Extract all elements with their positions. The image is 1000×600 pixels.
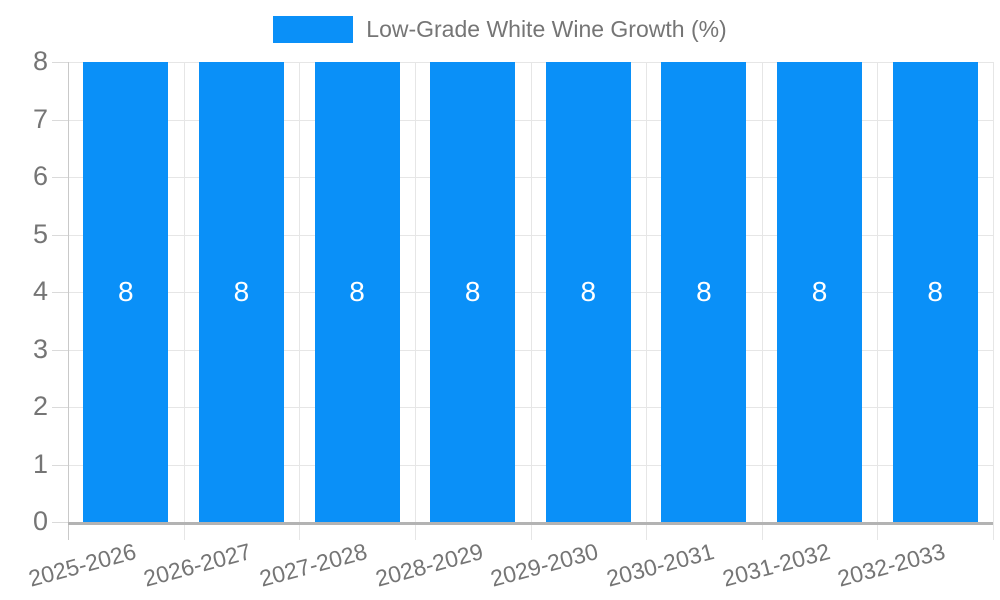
legend-swatch[interactable] [273,16,354,43]
bar-value-label: 8 [349,276,365,307]
x-tick-label: 2028-2029 [372,538,486,592]
x-tick-label: 2031-2032 [719,538,833,592]
y-axis-tick [52,407,68,408]
x-grid-line [530,62,532,540]
bar-value-label: 8 [811,276,828,307]
x-grid-line [993,62,994,540]
y-tick-label: 5 [32,218,48,249]
x-tick-label: 2025-2026 [25,538,139,592]
y-axis-tick [52,292,68,293]
bar-2029-2030[interactable] [545,62,631,522]
y-tick-label: 4 [32,275,48,306]
legend-label[interactable]: Low-Grade White Wine Growth (%) [366,16,727,42]
y-axis-tick [52,234,68,236]
y-tick-label: 6 [32,160,48,191]
bar-value-label: 8 [233,276,250,307]
y-axis-tick [52,349,68,351]
y-axis-tick [52,522,68,523]
bar-value-label: 8 [118,276,134,307]
y-axis-tick [52,62,68,63]
bar-value-label: 8 [927,276,943,307]
x-grid-line [299,62,301,540]
x-axis-line [68,522,993,525]
y-tick-label: 7 [32,103,48,134]
x-grid-line [646,62,648,540]
x-tick-label: 2029-2030 [488,538,602,592]
bar-2030-2031[interactable] [661,62,747,522]
bar-2025-2026[interactable] [83,62,169,522]
bar-value-label: 8 [464,276,481,307]
y-axis-tick [52,177,68,178]
x-tick-label: 2030-2031 [603,538,717,592]
bar-value-label: 8 [696,276,712,307]
x-tick-label: 2027-2028 [256,538,370,592]
x-grid-line [414,62,416,540]
x-tick-label: 2032-2033 [834,538,948,592]
bar-2026-2027[interactable] [198,62,284,522]
chart-legend: Low-Grade White Wine Growth (%) [0,16,1000,43]
bar-2027-2028[interactable] [314,62,400,522]
y-axis-tick [52,464,68,466]
x-grid-line [761,62,763,540]
y-tick-label: 2 [32,390,48,421]
y-tick-label: 0 [32,505,48,536]
y-axis-tick [52,119,68,121]
y-tick-label: 1 [32,448,48,479]
x-tick-label: 2026-2027 [141,538,255,592]
bar-value-label: 8 [580,276,597,307]
bar-2031-2032[interactable] [777,62,863,522]
x-grid-line [877,62,879,540]
y-tick-label: 8 [32,45,48,76]
bar-2032-2033[interactable] [892,62,978,522]
y-axis-line [68,62,69,540]
y-tick-label: 3 [32,333,48,364]
x-grid-line [183,62,185,540]
bar-2028-2029[interactable] [430,62,516,522]
